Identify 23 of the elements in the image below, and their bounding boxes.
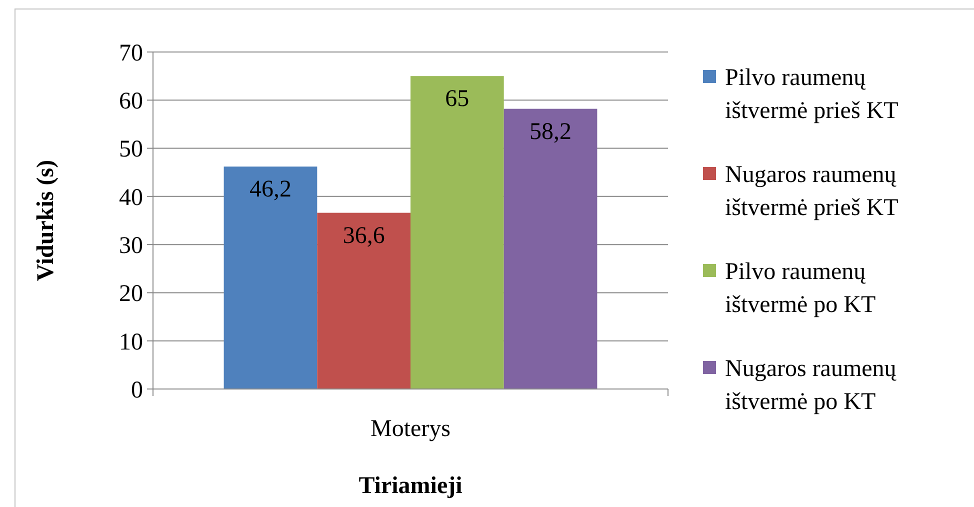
legend-label: Nugaros raumenų ištvermė prieš KT <box>725 162 899 221</box>
y-tick-label: 20 <box>119 281 143 308</box>
data-label: 36,6 <box>342 222 385 249</box>
data-label: 65 <box>445 86 470 112</box>
y-tick-label: 10 <box>119 329 143 356</box>
legend-label: Nugaros raumenų ištvermė po KT <box>725 356 898 415</box>
bar <box>224 166 318 389</box>
y-tick-label: 40 <box>119 184 143 211</box>
y-tick-label: 0 <box>131 377 143 404</box>
data-label: 46,2 <box>249 176 292 203</box>
bar <box>410 76 504 389</box>
y-tick-label: 60 <box>119 88 143 115</box>
bar <box>317 212 410 389</box>
x-tick-label: Moterys <box>370 416 450 442</box>
legend-label: Pilvo raumenų ištvermė po KT <box>725 259 876 318</box>
data-label: 58,2 <box>530 118 572 145</box>
y-tick-label: 50 <box>119 136 143 163</box>
y-tick-label: 70 <box>119 40 143 66</box>
y-tick-label: 30 <box>119 232 143 259</box>
y-axis-title: Vidurkis (s) <box>33 160 59 282</box>
bar <box>504 108 598 389</box>
x-axis-title: Tiriamieji <box>358 473 463 499</box>
legend-label: Pilvo raumenų ištvermė prieš KT <box>725 65 899 124</box>
